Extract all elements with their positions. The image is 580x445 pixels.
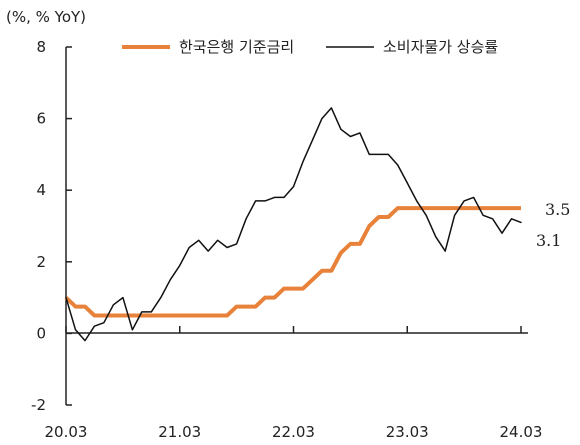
series-layer (64, 107, 522, 342)
legend-label-base-rate: 한국은행 기준금리 (179, 38, 294, 56)
end-label-base-rate: 3.5 (545, 200, 570, 219)
end-label-cpi: 3.1 (536, 231, 561, 250)
y-tick-label: 0 (36, 324, 46, 342)
y-tick-label: 6 (36, 110, 46, 128)
y-tick-label: -2 (31, 396, 46, 414)
legend-label-cpi: 소비자물가 상승률 (383, 38, 498, 56)
x-axis-ticks: 20.03 21.03 22.03 23.03 24.03 (45, 326, 543, 441)
y-tick-label: 8 (36, 38, 46, 56)
series-line-cpi (65, 107, 522, 342)
x-tick-label: 24.03 (500, 423, 543, 441)
x-tick-label: 23.03 (386, 423, 429, 441)
y-axis-ticks: -2 0 2 4 6 8 (31, 38, 72, 414)
legend: 한국은행 기준금리 소비자물가 상승률 (122, 38, 498, 56)
x-tick-label: 21.03 (158, 423, 201, 441)
series-line-base-rate (64, 206, 521, 318)
y-tick-label: 4 (36, 181, 46, 199)
y-tick-label: 2 (36, 253, 46, 271)
y-axis-unit-label: (%, % YoY) (6, 8, 86, 26)
x-tick-label: 22.03 (272, 423, 315, 441)
x-tick-label: 20.03 (45, 423, 88, 441)
